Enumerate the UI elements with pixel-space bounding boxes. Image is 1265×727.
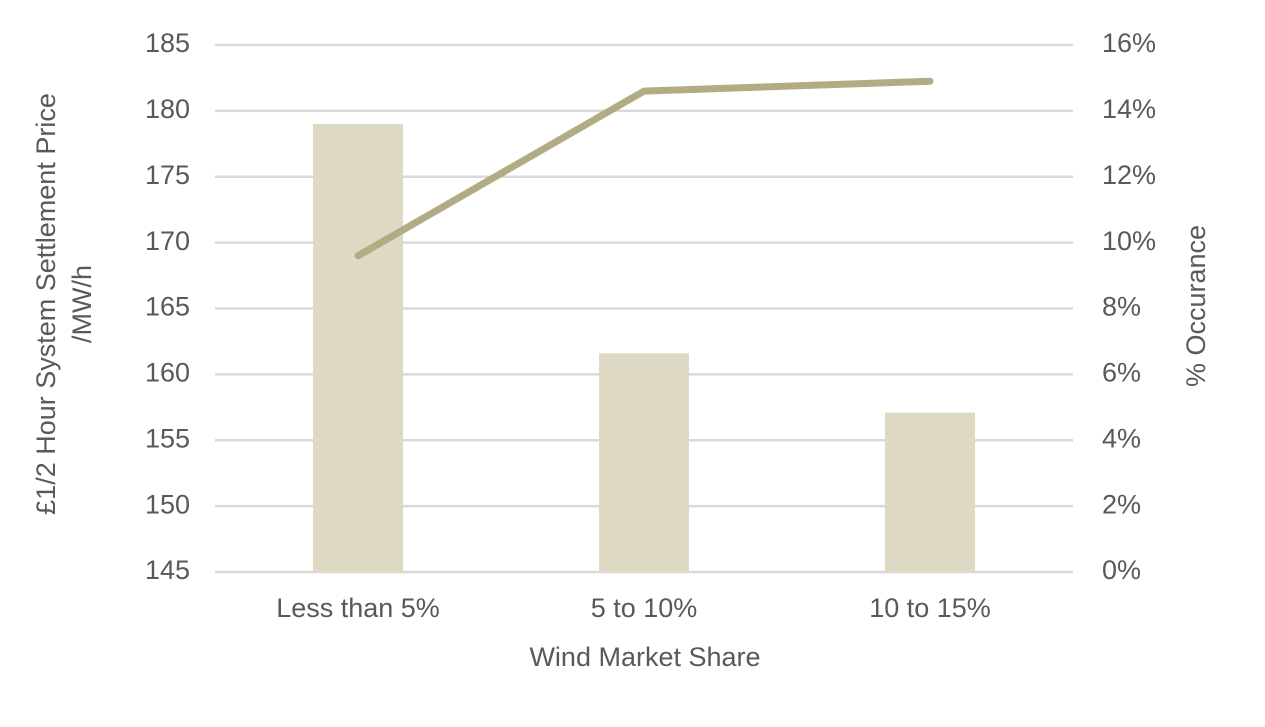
y-tick-label: 160 <box>145 358 190 388</box>
y2-tick-label: 10% <box>1102 226 1156 256</box>
y-tick-label: 170 <box>145 226 190 256</box>
y2-tick-label: 8% <box>1102 292 1141 322</box>
x-tick-label: 5 to 10% <box>591 593 698 623</box>
y-axis-title: £1/2 Hour System Settlement Price <box>31 93 61 515</box>
y2-axis-title: % Occurance <box>1181 225 1211 387</box>
y2-tick-label: 12% <box>1102 160 1156 190</box>
y-tick-label: 185 <box>145 28 190 58</box>
bar <box>313 124 403 573</box>
x-tick-label: 10 to 15% <box>869 593 991 623</box>
y-tick-label: 155 <box>145 423 190 453</box>
x-axis-title: Wind Market Share <box>529 642 760 672</box>
y2-tick-label: 0% <box>1102 555 1141 585</box>
y2-tick-label: 16% <box>1102 28 1156 58</box>
y-tick-label: 165 <box>145 292 190 322</box>
bar <box>599 353 689 572</box>
x-tick-label: Less than 5% <box>276 593 440 623</box>
line <box>354 77 934 260</box>
y-tick-label: 150 <box>145 489 190 519</box>
y-tick-label: 145 <box>145 555 190 585</box>
y2-tick-label: 6% <box>1102 358 1141 388</box>
bar <box>885 412 975 572</box>
y2-tick-label: 4% <box>1102 423 1141 453</box>
y2-tick-label: 2% <box>1102 489 1141 519</box>
y-axis-title: /MW/h <box>67 265 97 343</box>
y-tick-label: 180 <box>145 94 190 124</box>
y-tick-label: 175 <box>145 160 190 190</box>
y2-tick-label: 14% <box>1102 94 1156 124</box>
